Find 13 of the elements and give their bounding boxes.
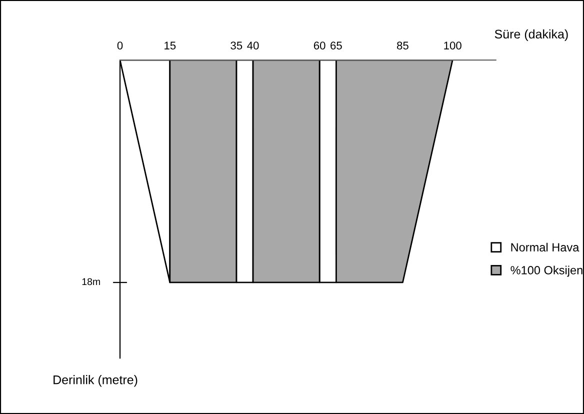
x-tick-label: 15 (164, 42, 176, 50)
x-tick-label: 0 (117, 42, 123, 50)
x-tick-label: 35 (230, 42, 242, 50)
legend-label: Normal Hava (511, 242, 580, 252)
x-tick-label: 40 (247, 42, 259, 50)
legend-label: %100 Oksijen (510, 266, 582, 277)
text: 18m (82, 278, 100, 286)
text: Derinlik (metre) (54, 375, 138, 387)
x-tick-label: 100 (444, 42, 462, 50)
x-axis-title: Süre (dakika) (494, 29, 568, 42)
x-tick-label: 65 (330, 42, 342, 50)
x-tick-label: 85 (397, 42, 408, 50)
x-tick-label: 60 (314, 42, 326, 50)
